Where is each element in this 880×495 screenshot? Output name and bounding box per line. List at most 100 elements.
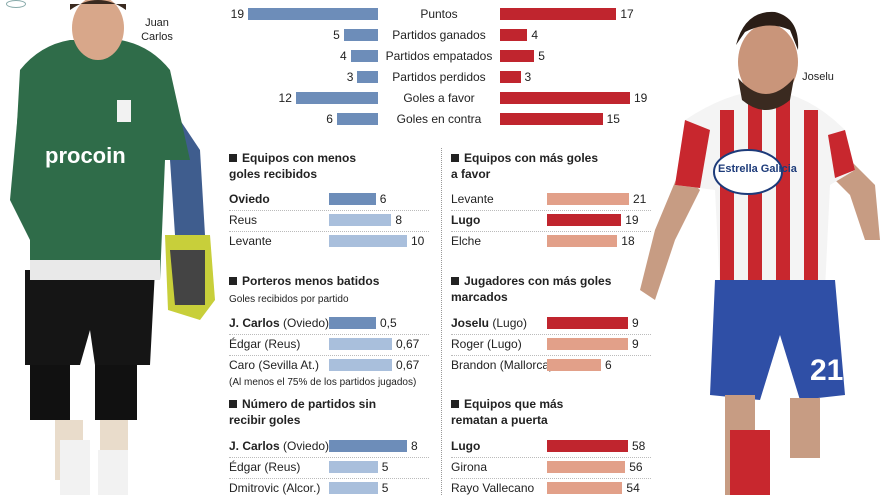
ranking-title-text: Equipos con menos goles recibidos: [229, 151, 357, 181]
comparison-value-left: 6: [326, 112, 333, 126]
ranking-value: 58: [632, 439, 646, 453]
ranking-row-name: Édgar (Reus): [229, 337, 300, 351]
ranking-bar: [329, 193, 376, 205]
comparison-bar-left: [336, 113, 378, 125]
ranking-bar: [547, 482, 623, 494]
ranking-bar: [329, 317, 376, 329]
ranking-row-note: (Sevilla At.): [255, 358, 320, 372]
ranking-row-name: Elche: [451, 234, 481, 248]
ranking-bar: [329, 359, 392, 371]
ranking-value: 9: [632, 316, 639, 330]
ranking-value: 21: [633, 192, 647, 206]
ranking-bar: [547, 235, 618, 247]
comparison-value-left: 19: [230, 7, 244, 21]
ranking-row-note: (Oviedo): [279, 439, 330, 453]
ranking-row-name: Édgar (Reus): [229, 460, 300, 474]
ranking-value: 8: [395, 213, 403, 227]
comparison-category: Puntos: [420, 7, 458, 21]
comparison-category: Partidos perdidos: [392, 70, 486, 84]
ranking-row-name: Brandon (Mallorca): [451, 358, 553, 372]
comparison-value-left: 3: [346, 70, 354, 84]
row-separator: [451, 231, 651, 232]
ranking-row-team: J. Carlos: [229, 439, 280, 453]
ranking-row-name: Rayo Vallecano: [451, 481, 534, 495]
ranking-bar: [547, 440, 628, 452]
ranking-bar: [547, 193, 629, 205]
ranking-row-team: Dmitrovic: [229, 481, 279, 495]
comparison-value-left: 5: [333, 28, 340, 42]
ranking-title: Jugadores con más goles marcados: [451, 273, 641, 305]
ranking-title-text: Jugadores con más goles marcados: [451, 274, 612, 304]
row-separator: [229, 355, 429, 356]
forward-number: 21: [810, 354, 843, 387]
ranking-bar: [547, 461, 626, 473]
ranking-row-team: Caro: [229, 358, 256, 372]
ranking-bar: [329, 482, 378, 494]
ranking-row-team: Lugo: [451, 439, 481, 453]
comparison-bar-right: [500, 113, 603, 125]
ranking-row-team: Levante: [451, 192, 494, 206]
ranking-title-text: Porteros menos batidos: [242, 274, 380, 288]
comparison-bar-left: [357, 71, 378, 83]
row-separator: [229, 210, 429, 211]
ranking-row-note: (Reus): [261, 337, 301, 351]
row-separator: [229, 457, 429, 458]
ranking-value: 19: [625, 213, 639, 227]
ranking-row-team: Édgar: [229, 460, 262, 474]
comparison-bar-left: [248, 8, 378, 20]
ranking-row-team: Reus: [229, 213, 258, 227]
ranking-bar: [547, 214, 622, 226]
comparison-bar-left: [343, 29, 378, 41]
ranking-row-team: J. Carlos: [229, 316, 280, 330]
ranking-row-name: Lugo: [451, 439, 480, 453]
ranking-title: Equipos con más goles a favor: [451, 150, 601, 182]
comparison-category: Goles a favor: [403, 91, 475, 105]
ranking-row-team: Joselu: [451, 316, 490, 330]
comparison-bar-left: [350, 50, 378, 62]
ranking-value: 6: [605, 358, 612, 372]
ranking-title: Porteros menos batidos: [229, 273, 419, 289]
ranking-row-team: Girona: [451, 460, 488, 474]
ranking-row-team: Roger: [451, 337, 484, 351]
ranking-row-name: Caro (Sevilla At.): [229, 358, 319, 372]
comparison-value-right: 5: [538, 49, 545, 63]
ranking-row-team: Oviedo: [229, 192, 270, 206]
ranking-row-name: Girona: [451, 460, 487, 474]
ranking-footnote: (Al menos el 75% de los partidos jugados…: [229, 377, 417, 388]
ranking-row-name: Reus: [229, 213, 257, 227]
ranking-value: 8: [411, 439, 418, 453]
comparison-bar-right: [500, 8, 617, 20]
ranking-value: 54: [626, 481, 640, 495]
ranking-row-team: Lugo: [451, 213, 481, 227]
ranking-bar: [329, 440, 407, 452]
ranking-bar: [547, 317, 628, 329]
row-separator: [451, 355, 651, 356]
ranking-row-name: Dmitrovic (Alcor.): [229, 481, 320, 495]
ranking-row-note: (Lugo): [489, 316, 528, 330]
ranking-row-note: (Oviedo): [279, 316, 330, 330]
crest-icon: [6, 0, 26, 8]
ranking-bar: [329, 235, 407, 247]
ranking-row-name: J. Carlos (Oviedo): [229, 316, 329, 330]
ranking-row-team: Édgar: [229, 337, 262, 351]
ranking-value: 0,67: [395, 358, 420, 372]
ranking-bar: [547, 359, 601, 371]
ranking-row-name: Oviedo: [229, 192, 270, 206]
ranking-title-text: Número de partidos sin recibir goles: [229, 397, 377, 427]
ranking-value: 18: [621, 234, 635, 248]
ranking-row-team: Levante: [229, 234, 272, 248]
ranking-row-team: Rayo Vallecano: [451, 481, 535, 495]
ranking-title: Equipos con menos goles recibidos: [229, 150, 379, 182]
ranking-value: 56: [629, 460, 643, 474]
comparison-bar-right: [500, 92, 630, 104]
ranking-value: 10: [411, 234, 425, 248]
ranking-value: 5: [381, 460, 389, 474]
row-separator: [451, 334, 651, 335]
comparison-value-right: 19: [634, 91, 648, 105]
comparison-bar-right: [500, 71, 521, 83]
ranking-row-note: (Alcor.): [279, 481, 321, 495]
row-separator: [451, 457, 651, 458]
ranking-bar: [547, 338, 628, 350]
ranking-value: 0,5: [380, 316, 397, 330]
comparison-category: Partidos empatados: [385, 49, 493, 63]
